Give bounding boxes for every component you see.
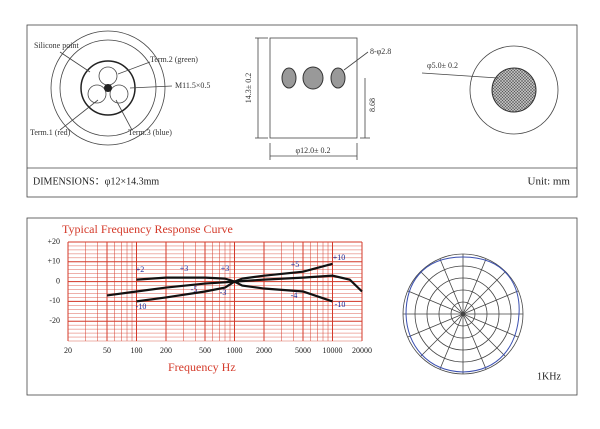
annotation: -10 xyxy=(335,300,346,309)
footer: DIMENSIONS：φ12×14.3mm xyxy=(33,176,159,187)
y-tick-label: +10 xyxy=(47,257,60,266)
x-tick-label: 5000 xyxy=(295,346,311,355)
x-tick-label: 20 xyxy=(64,346,72,355)
bottom-panel xyxy=(26,217,578,396)
annotation: +3 xyxy=(180,264,189,273)
label: M11.5×0.5 xyxy=(175,81,210,90)
label: 14.3± 0.2 xyxy=(244,73,253,103)
x-tick-label: 100 xyxy=(130,346,142,355)
chart-title: Typical Frequency Response Curve xyxy=(62,222,233,236)
x-tick-label: 10000 xyxy=(322,346,342,355)
top-view xyxy=(421,45,559,135)
label: 8.68 xyxy=(368,98,377,112)
response-curve xyxy=(106,274,363,297)
annotation: +3 xyxy=(221,264,230,273)
label: Term.3 (blue) xyxy=(128,128,172,137)
side-view xyxy=(255,37,370,160)
label: Term.1 (red) xyxy=(30,128,71,137)
annotation: +10 xyxy=(333,253,346,262)
label: Term.2 (green) xyxy=(150,55,198,64)
polar-plot xyxy=(402,253,524,375)
label: 8-φ2.8 xyxy=(370,47,391,56)
polar-label: 1KHz xyxy=(537,371,561,382)
unit: Unit: mm xyxy=(528,176,571,188)
top-panel xyxy=(26,24,578,198)
x-tick-label: 1000 xyxy=(226,346,242,355)
x-axis-title: Frequency Hz xyxy=(168,360,236,374)
y-tick-label: 0 xyxy=(56,276,60,285)
annotation: -4 xyxy=(291,291,298,300)
response-curve xyxy=(136,280,333,303)
front-view xyxy=(50,30,173,146)
annotation: -5 xyxy=(191,285,198,294)
x-tick-label: 2000 xyxy=(256,346,272,355)
x-tick-label: 50 xyxy=(103,346,111,355)
x-tick-label: 500 xyxy=(199,346,211,355)
annotation: +2 xyxy=(136,265,145,274)
annotation: -10 xyxy=(136,302,147,311)
label: Silicone point xyxy=(34,41,79,50)
annotation: -3 xyxy=(220,288,227,297)
label: φ12.0± 0.2 xyxy=(295,146,330,155)
y-tick-label: -20 xyxy=(49,316,60,325)
x-tick-label: 20000 xyxy=(352,346,372,355)
x-tick-label: 200 xyxy=(160,346,172,355)
label: φ5.0± 0.2 xyxy=(427,61,458,70)
annotation: +5 xyxy=(291,260,300,269)
y-tick-label: -10 xyxy=(49,296,60,305)
y-tick-label: +20 xyxy=(47,237,60,246)
